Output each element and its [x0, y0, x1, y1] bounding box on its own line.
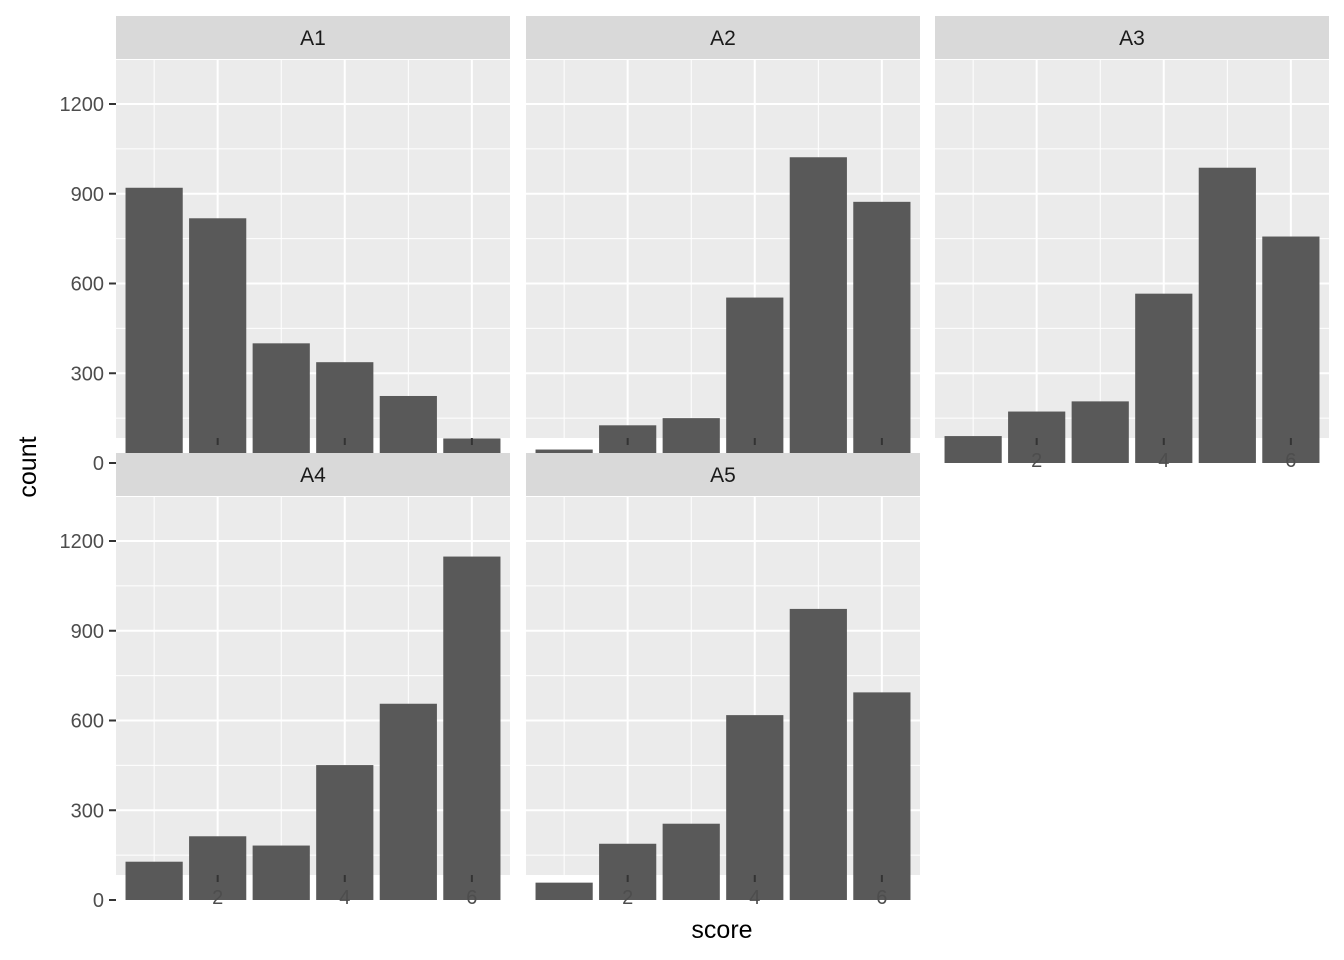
x-tick-label: 2 — [622, 887, 633, 909]
bar — [1008, 411, 1066, 463]
x-tick-label: 2 — [212, 887, 223, 909]
bar — [379, 703, 437, 900]
strip-label: A2 — [710, 27, 736, 50]
bar — [1198, 167, 1256, 463]
bar — [726, 297, 784, 463]
bar — [789, 608, 847, 900]
y-tick-label: 1200 — [60, 94, 105, 116]
bar — [443, 556, 501, 900]
y-tick-label: 600 — [71, 711, 104, 733]
y-tick-label: 300 — [71, 363, 104, 385]
bar — [853, 692, 911, 900]
bar — [252, 845, 310, 900]
bar — [599, 843, 657, 900]
panel-a3: A3 2 4 6 — [935, 16, 1329, 472]
bar — [853, 201, 911, 463]
x-tick-label: 4 — [749, 887, 760, 909]
panel-a4: A4 0 300 600 900 1200 2 4 6 — [60, 453, 510, 912]
strip-label: A1 — [300, 27, 326, 50]
x-tick-label: 4 — [1158, 450, 1169, 472]
strip-background — [526, 16, 920, 59]
bar — [125, 187, 183, 463]
x-tick-label: 4 — [339, 887, 350, 909]
strip-label: A3 — [1119, 27, 1145, 50]
y-axis-title: count — [14, 436, 42, 497]
y-tick-label: 600 — [71, 274, 104, 296]
x-tick-label: 6 — [876, 887, 887, 909]
bar — [789, 157, 847, 464]
bar — [944, 436, 1002, 463]
panel-a5: A5 2 4 6 — [526, 453, 920, 909]
bar — [189, 836, 247, 900]
y-tick-label: 0 — [93, 890, 104, 912]
x-tick-label: 2 — [1031, 450, 1042, 472]
strip-label: A5 — [710, 464, 736, 487]
bar — [125, 861, 183, 900]
y-tick-label: 900 — [71, 621, 104, 643]
bar — [535, 882, 593, 900]
x-axis-title: score — [691, 916, 752, 944]
bar — [1135, 293, 1193, 463]
panel-a1: A1 0 300 600 900 1200 — [60, 16, 510, 475]
bar — [252, 343, 310, 463]
strip-label: A4 — [300, 464, 326, 487]
strip-background — [526, 453, 920, 496]
y-tick-label: 1200 — [60, 531, 105, 553]
strip-background — [935, 16, 1329, 59]
bar — [726, 715, 784, 900]
bar — [379, 395, 437, 463]
y-tick-label: 0 — [93, 453, 104, 475]
bar — [189, 218, 247, 463]
bar — [662, 823, 720, 900]
bar — [316, 362, 374, 463]
y-tick-label: 900 — [71, 184, 104, 206]
strip-background — [116, 16, 510, 59]
x-tick-label: 6 — [1285, 450, 1296, 472]
panel-a2: A2 — [526, 16, 920, 464]
bar — [1262, 236, 1320, 463]
x-tick-label: 6 — [466, 887, 477, 909]
strip-background — [116, 453, 510, 496]
bar — [1071, 401, 1129, 463]
y-tick-label: 300 — [71, 800, 104, 822]
